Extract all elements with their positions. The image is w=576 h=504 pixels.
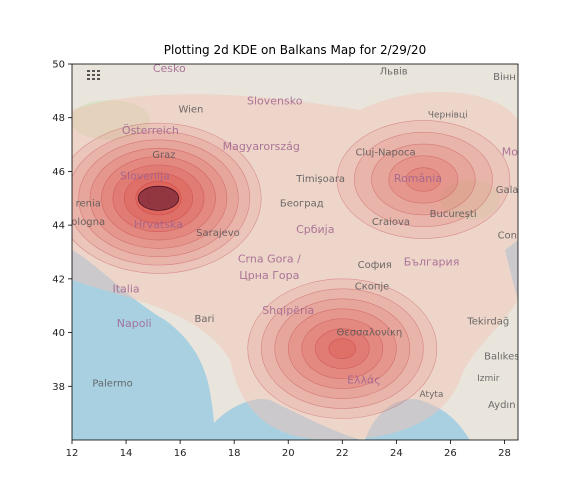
map-place-label: Црна Гора: [239, 269, 299, 282]
map-place-label: Hrvatska: [134, 218, 183, 231]
x-tick-label: 20: [282, 448, 295, 459]
map-place-label: ologna: [71, 217, 105, 228]
map-aegean-sea: [365, 399, 470, 440]
y-tick-label: 40: [52, 328, 65, 339]
y-tick-label: 46: [52, 167, 65, 178]
map-place-label: Ελλάς: [347, 374, 381, 387]
x-tick-label: 18: [228, 448, 241, 459]
map-place-label: Чернівці: [428, 111, 468, 121]
map-place-label: renia: [76, 198, 101, 209]
map-place-label: Bari: [195, 314, 215, 325]
y-tick-label: 38: [52, 382, 65, 393]
x-tick-label: 12: [66, 448, 79, 459]
chart-title: Plotting 2d KDE on Balkans Map for 2/29/…: [164, 43, 426, 57]
kde-contour: [336, 120, 511, 239]
map-place-label: Mo: [502, 145, 518, 158]
map-place-label: Craiova: [372, 217, 410, 228]
y-tick-label: 42: [52, 274, 65, 285]
map-place-label: Izmir: [477, 374, 500, 384]
y-tick-label: 44: [52, 221, 65, 232]
x-tick-label: 14: [120, 448, 133, 459]
map-place-label: Львів: [380, 66, 408, 78]
x-axis: 12 14 16 18 20 22 24 26 28: [66, 440, 511, 459]
map-place-label: Napoli: [117, 317, 152, 330]
kde-contour: [328, 338, 357, 359]
kde-density-layer: [72, 91, 518, 440]
x-tick-label: 28: [498, 448, 511, 459]
map-place-label: Atyta: [420, 390, 444, 400]
map-mediterranean: [72, 392, 180, 440]
map-grid-icon: [87, 70, 100, 80]
map-place-label: Србија: [296, 223, 334, 236]
kde-contour: [388, 155, 459, 204]
map-label-layer: Česko Львів Вінн Wien Slovensko Чернівці Öster…: [71, 62, 523, 411]
kde-contour: [274, 298, 411, 399]
y-axis: 38 40 42 44 46 48 50: [52, 60, 72, 393]
kde-contour: [405, 167, 441, 192]
map-place-label: Magyarország: [223, 140, 300, 153]
map-place-label: София: [358, 260, 392, 271]
map-place-label: България: [404, 255, 460, 268]
map-place-label: Česko: [153, 62, 186, 75]
map-place-label: Скопје: [355, 281, 390, 293]
map-place-label: Θεσσαλονίκη: [336, 326, 402, 338]
map-place-label: Cons: [498, 231, 523, 242]
map-place-label: România: [394, 172, 442, 185]
kde-contour: [287, 308, 397, 389]
map-place-label: Tekirdağ: [466, 316, 509, 328]
map-place-label: Shqipëria: [262, 304, 314, 317]
x-tick-label: 22: [336, 448, 349, 459]
map-place-label: București: [430, 209, 477, 220]
map-place-label: Slovenija: [120, 169, 170, 182]
map-place-label: Balıkes: [484, 351, 519, 362]
y-tick-label: 48: [52, 113, 65, 124]
map-place-label: Sarajevo: [196, 228, 240, 239]
kde-contour: [301, 318, 384, 379]
map-place-label: Slovensko: [247, 94, 303, 107]
map-place-label: Italia: [112, 282, 139, 295]
map-ionian-sea: [200, 399, 360, 440]
kde-peak-core: [137, 185, 180, 211]
kde-contour: [371, 143, 476, 216]
map-place-label: Вінн: [493, 71, 516, 83]
plot-area: Česko Львів Вінн Wien Slovensko Чернівці Öster…: [71, 62, 523, 440]
y-tick-label: 50: [52, 60, 65, 71]
kde-contour: [260, 288, 424, 409]
map-place-label: Palermo: [92, 378, 132, 389]
map-place-label: Österreich: [122, 124, 179, 137]
kde-contour: [314, 328, 370, 369]
x-tick-label: 24: [390, 448, 403, 459]
map-green-area: [72, 100, 150, 140]
map-adriatic-sea: [72, 250, 215, 440]
map-black-sea: [505, 240, 518, 300]
map-place-label: Aydın: [488, 400, 516, 411]
x-tick-label: 16: [174, 448, 187, 459]
plot-frame: [71, 63, 519, 441]
map-place-label: Cluj-Napoca: [355, 147, 415, 158]
map-green-area: [440, 180, 500, 220]
kde-contour: [247, 278, 438, 419]
map-place-label: Crna Gora /: [238, 253, 301, 266]
map-place-label: Timișoara: [295, 174, 345, 185]
map-place-label: Београд: [280, 198, 324, 209]
map-place-label: Wien: [178, 104, 203, 115]
kde-haze: [72, 91, 518, 440]
map-place-label: Gala: [496, 185, 519, 196]
map-place-label: Graz: [152, 150, 175, 161]
x-tick-label: 26: [444, 448, 457, 459]
kde-contour: [353, 131, 493, 228]
